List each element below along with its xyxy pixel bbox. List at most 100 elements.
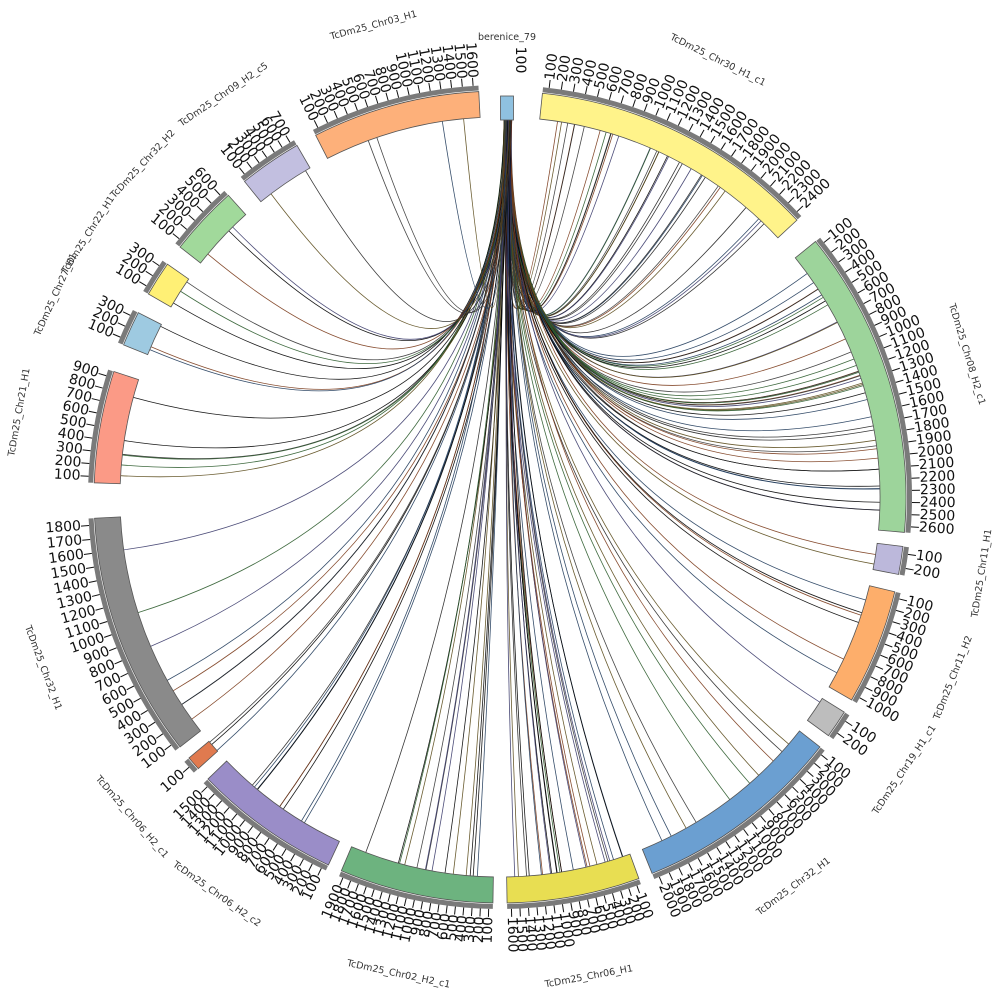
segment-block bbox=[506, 853, 640, 904]
segment-label: TcDm25_Chr08_H2_c1 bbox=[946, 301, 988, 406]
segment-block bbox=[94, 516, 202, 748]
segment-block bbox=[794, 240, 907, 533]
segment-block bbox=[340, 846, 494, 904]
tick-label: 2300 bbox=[920, 482, 956, 499]
tick-mark bbox=[820, 754, 828, 761]
tick-mark bbox=[643, 103, 648, 112]
tick-mark bbox=[82, 449, 91, 452]
segment-block bbox=[872, 542, 904, 575]
tick-label: 1500 bbox=[512, 916, 530, 952]
tick-mark bbox=[285, 135, 291, 143]
link bbox=[510, 117, 876, 555]
tick-mark bbox=[880, 654, 889, 659]
tick-mark bbox=[844, 267, 853, 273]
tick-mark bbox=[145, 270, 153, 277]
segment-block bbox=[539, 92, 798, 239]
tick-mark bbox=[450, 79, 453, 88]
tick-mark bbox=[784, 794, 791, 801]
tick-mark bbox=[156, 733, 164, 739]
link bbox=[508, 117, 880, 490]
tick-mark bbox=[895, 379, 904, 383]
segment: 1002003004005006007008009001000110012001… bbox=[641, 730, 853, 920]
tick-mark bbox=[364, 99, 369, 108]
tick-label: 800 bbox=[573, 908, 594, 937]
tick-label: 800 bbox=[417, 910, 437, 939]
tick-mark bbox=[734, 835, 740, 843]
tick-band bbox=[203, 779, 328, 871]
tick-mark bbox=[731, 149, 737, 157]
tick-mark bbox=[214, 188, 221, 196]
tick-mark bbox=[585, 86, 588, 95]
tick-mark bbox=[570, 902, 573, 911]
tick-label: 1900 bbox=[915, 428, 952, 449]
tick-label: 300 bbox=[567, 56, 588, 85]
tick-mark bbox=[859, 697, 867, 703]
link bbox=[505, 117, 516, 877]
tick-label: 200 bbox=[471, 916, 488, 943]
tick-mark bbox=[308, 863, 313, 872]
link bbox=[509, 117, 838, 378]
tick-mark bbox=[608, 91, 612, 100]
tick-mark bbox=[632, 99, 636, 108]
tick-mark bbox=[869, 310, 877, 315]
tick-label: 700 bbox=[582, 906, 603, 936]
tick-band bbox=[507, 879, 641, 909]
tick-mark bbox=[103, 634, 112, 638]
tick-label: 100 bbox=[158, 767, 189, 797]
tick-mark bbox=[910, 464, 919, 467]
tick-label: 200 bbox=[912, 562, 941, 582]
tick-mark bbox=[343, 106, 348, 115]
segment-block bbox=[243, 144, 311, 203]
tick-label: 1100 bbox=[403, 49, 426, 87]
tick-mark bbox=[838, 257, 846, 263]
tick-label: 500 bbox=[592, 61, 614, 91]
tick-mark bbox=[379, 891, 383, 900]
tick-label: 400 bbox=[453, 915, 471, 943]
link bbox=[505, 117, 751, 784]
tick-mark bbox=[545, 906, 547, 915]
tick-mark bbox=[895, 609, 904, 614]
tick-mark bbox=[851, 277, 859, 283]
tick-mark bbox=[196, 205, 204, 213]
segment: 1002003004005006007008009001000110012001… bbox=[295, 9, 481, 159]
tick-mark bbox=[776, 801, 783, 809]
tick-mark bbox=[472, 77, 474, 86]
tick-band bbox=[829, 712, 850, 740]
tick-mark bbox=[223, 807, 230, 814]
tick-mark bbox=[133, 697, 141, 703]
link bbox=[510, 117, 587, 868]
tick-mark bbox=[905, 568, 914, 571]
tick-mark bbox=[620, 890, 624, 899]
tick-mark bbox=[837, 732, 845, 739]
tick-mark bbox=[603, 895, 607, 904]
tick-mark bbox=[439, 81, 442, 90]
tick-mark bbox=[140, 709, 148, 715]
tick-mark bbox=[587, 899, 590, 908]
tick-mark bbox=[98, 372, 107, 377]
tick-mark bbox=[528, 907, 530, 917]
segment-label: TcDm25_Chr19_H1_c1 bbox=[870, 723, 939, 817]
tick-mark bbox=[290, 853, 296, 862]
tick-mark bbox=[420, 901, 423, 910]
link bbox=[304, 117, 510, 823]
hub-tick-label: 100 bbox=[512, 47, 528, 74]
segment-label: TcDm25_Chr22_H1 bbox=[59, 194, 117, 276]
tick-mark bbox=[792, 786, 799, 794]
link bbox=[509, 117, 562, 873]
tick-mark bbox=[417, 84, 421, 94]
link bbox=[207, 117, 508, 350]
tick-label: 700 bbox=[616, 68, 639, 98]
tick-label: 600 bbox=[590, 904, 612, 934]
link bbox=[120, 117, 506, 478]
link bbox=[510, 117, 762, 338]
tick-mark bbox=[261, 150, 268, 158]
segment-label: TcDm25_Chr02_H2_c1 bbox=[345, 958, 451, 991]
link bbox=[376, 117, 512, 313]
tick-label: 300 bbox=[898, 617, 928, 640]
segment: 1002003004005006007008009001000110012001… bbox=[319, 846, 496, 991]
tick-label: 900 bbox=[564, 909, 584, 938]
tick-mark bbox=[899, 598, 908, 602]
tick-mark bbox=[823, 237, 831, 243]
tick-mark bbox=[112, 333, 121, 338]
tick-mark bbox=[906, 428, 915, 431]
